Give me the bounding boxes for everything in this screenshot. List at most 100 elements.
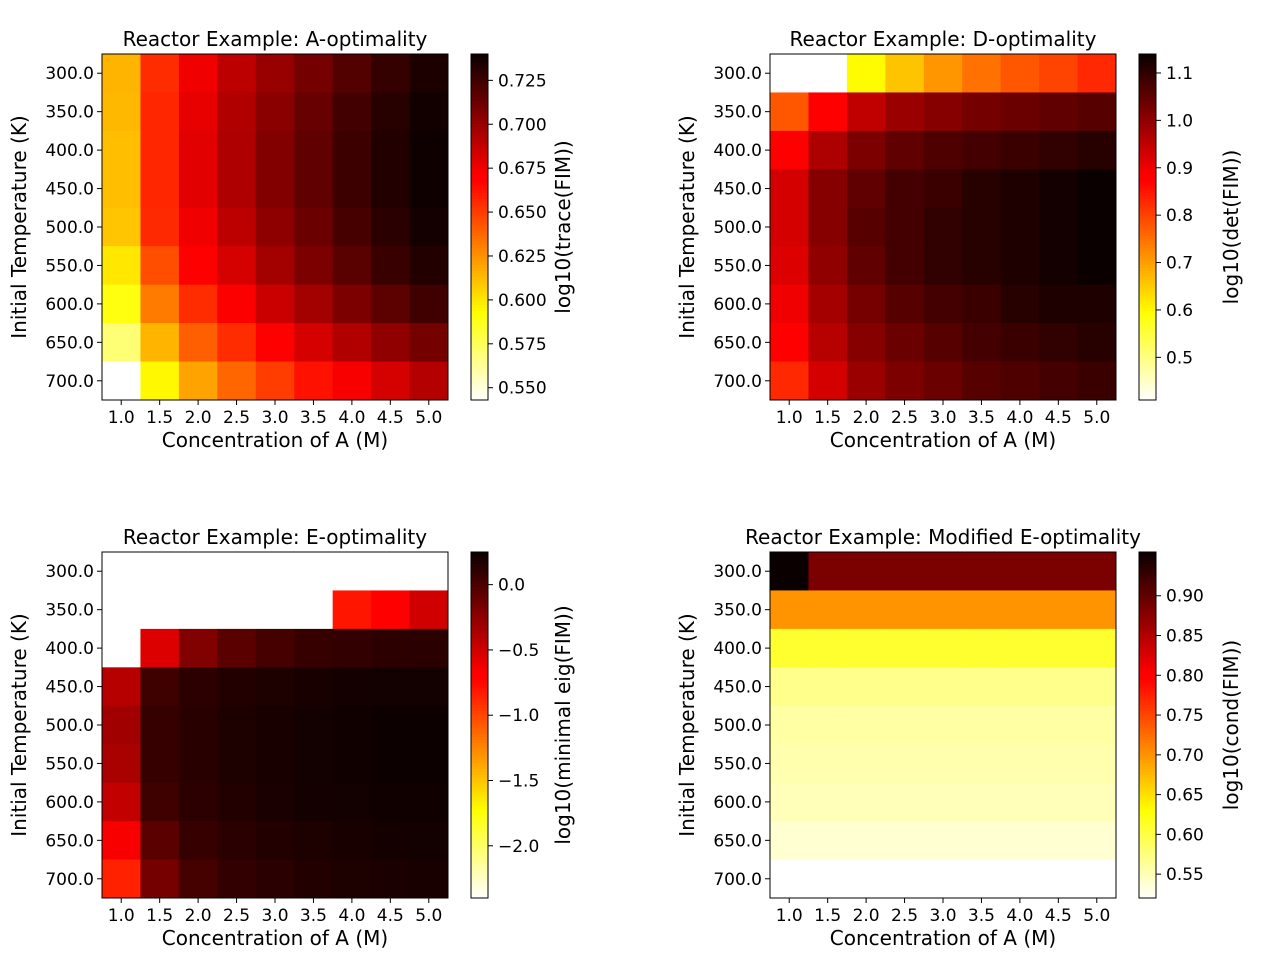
heatmap-cell [962, 169, 1002, 209]
colorbar-segment [471, 874, 488, 879]
x-tick-label: 2.0 [185, 408, 212, 428]
colorbar-segment [471, 650, 488, 654]
colorbar-segment [1139, 693, 1156, 697]
y-tick-label: 300.0 [45, 562, 94, 582]
x-tick-label: 2.5 [891, 906, 918, 926]
colorbar-segment [1139, 808, 1156, 813]
colorbar-segment [1139, 157, 1156, 162]
colorbar-segment [1139, 241, 1156, 245]
heatmap-cell [371, 552, 411, 591]
colorbar-segment [471, 699, 488, 703]
heatmap-cell [294, 705, 334, 745]
colorbar-segment [471, 146, 488, 150]
colorbar-segment [471, 725, 488, 729]
colorbar-segment [471, 68, 488, 72]
colorbar-segment [471, 273, 488, 277]
heatmap-cell [923, 323, 963, 363]
heatmap-cell [770, 628, 809, 668]
heatmap-cell [1000, 361, 1040, 401]
colorbar-segment [1139, 238, 1156, 243]
colorbar-segment [1139, 278, 1156, 283]
heatmap-cell [846, 590, 886, 630]
colorbar-segment [1139, 583, 1156, 588]
heatmap-cell [409, 782, 449, 822]
colorbar-segment [1139, 626, 1156, 631]
y-tick-label: 650.0 [45, 831, 94, 851]
heatmap-cell [923, 246, 963, 286]
heatmap-cell [846, 169, 886, 209]
colorbar-segment [1139, 264, 1156, 268]
colorbar-segment [471, 837, 488, 841]
heatmap-cell [371, 744, 411, 784]
colorbar-segment [471, 128, 488, 133]
heatmap-cell [808, 323, 848, 363]
colorbar-segment [471, 652, 488, 657]
colorbar-segment [1139, 100, 1156, 104]
colorbar-segment [1139, 851, 1156, 856]
colorbar-segment [1139, 126, 1156, 130]
colorbar-segment [471, 117, 488, 121]
colorbar-segment [471, 624, 488, 628]
colorbar-segment [1139, 831, 1156, 836]
colorbar-segment [471, 575, 488, 579]
heatmap-cell [409, 590, 449, 630]
heatmap-cell [178, 284, 218, 324]
colorbar-segment [471, 172, 488, 176]
colorbar-segment [1139, 733, 1156, 738]
heatmap-cell [332, 628, 372, 668]
heatmap-cell [332, 54, 372, 93]
heatmap-cell [140, 207, 180, 247]
heatmap-cell [140, 130, 180, 170]
colorbar-tick-label: 0.70 [1166, 746, 1204, 766]
colorbar-segment [471, 201, 488, 205]
heatmap-cell [409, 92, 449, 132]
heatmap-cell [923, 130, 963, 170]
y-axis-label: Initial Temperature (K) [7, 613, 31, 836]
heatmap-cell [885, 323, 925, 363]
colorbar-segment [471, 221, 488, 225]
colorbar-segment [471, 79, 488, 84]
x-tick-label: 3.5 [968, 408, 995, 428]
x-tick-label: 3.5 [300, 408, 327, 428]
heatmap-cell [885, 207, 925, 247]
colorbar-segment [1139, 895, 1156, 899]
colorbar-segment [471, 258, 488, 263]
x-tick-label: 1.5 [146, 408, 173, 428]
colorbar-segment [471, 696, 488, 700]
x-tick-label: 1.0 [108, 906, 135, 926]
colorbar-segment [471, 759, 488, 764]
colorbar-segment [471, 799, 488, 804]
x-tick-label: 1.5 [814, 906, 841, 926]
colorbar-segment [471, 137, 488, 142]
colorbar-segment [471, 382, 488, 387]
heatmap-cell [808, 92, 848, 132]
heatmap-cell [1077, 667, 1117, 707]
heatmap-cell [1039, 207, 1079, 247]
colorbar-segment [1139, 224, 1156, 228]
colorbar-segment [471, 74, 488, 78]
colorbar-segment [1139, 345, 1156, 349]
colorbar-segment [1139, 791, 1156, 795]
x-tick-label: 5.0 [415, 906, 442, 926]
heatmap-cell [294, 246, 334, 286]
heatmap-cell [294, 54, 334, 93]
colorbar-segment [1139, 273, 1156, 277]
heatmap-cell [409, 130, 449, 170]
colorbar-segment [1139, 603, 1156, 608]
colorbar-segment [1139, 699, 1156, 703]
heatmap-cell [332, 130, 372, 170]
colorbar-segment [471, 823, 488, 827]
heatmap-cell [923, 361, 963, 401]
colorbar-segment [471, 134, 488, 139]
colorbar-segment [471, 569, 488, 573]
x-tick-label: 5.0 [1083, 906, 1110, 926]
colorbar-segment [1139, 580, 1156, 585]
heatmap-cell [371, 92, 411, 132]
heatmap-cell [102, 169, 141, 209]
x-tick-label: 4.5 [1045, 408, 1072, 428]
heatmap-cell [770, 169, 809, 209]
colorbar-segment [471, 235, 488, 240]
colorbar-segment [471, 224, 488, 228]
colorbar-segment [1139, 290, 1156, 294]
colorbar-segment [471, 603, 488, 608]
